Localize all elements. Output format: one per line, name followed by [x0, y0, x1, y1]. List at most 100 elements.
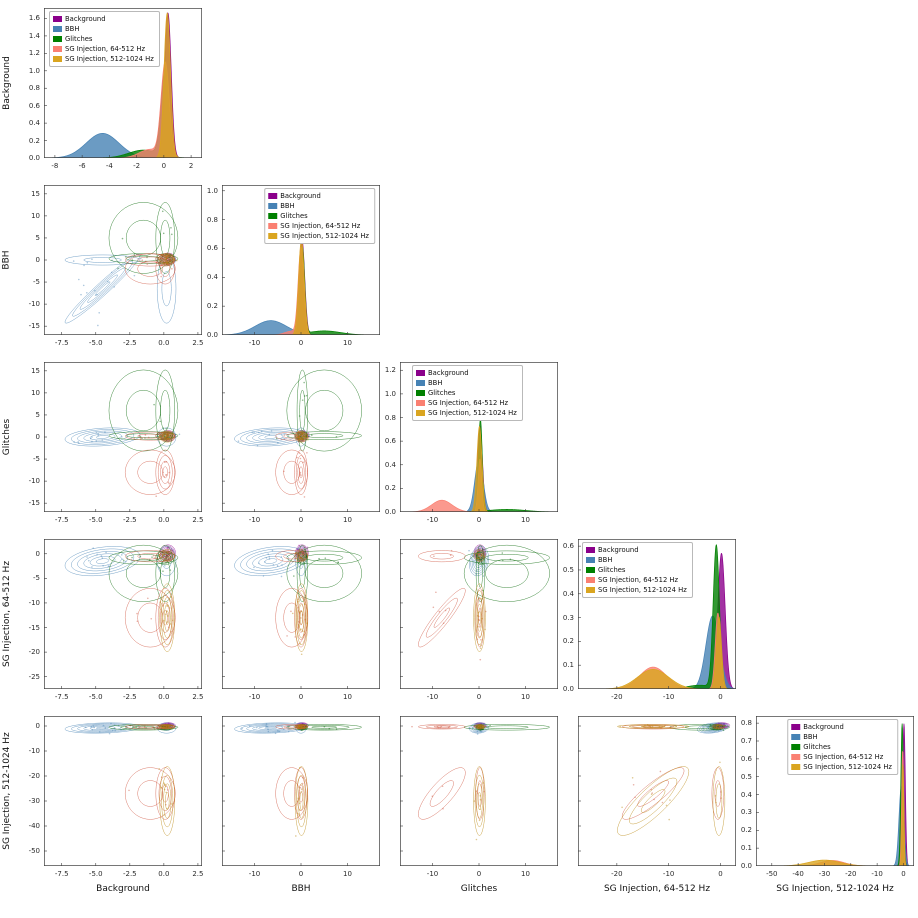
x-axis-title: Glitches	[460, 884, 498, 894]
x-tick-label: -5.0	[88, 870, 103, 878]
legend-swatch-icon	[791, 734, 801, 740]
x-tick-label: 2	[188, 162, 194, 170]
y-tick-label: 0.6	[28, 101, 40, 110]
y-tick-label: 0.5	[740, 772, 752, 781]
legend-item: Background	[53, 14, 154, 24]
legend: Background BBH Glitches SG Injection, 64-51…	[412, 365, 523, 421]
legend-swatch-icon	[53, 16, 62, 22]
y-tick-label: -5	[33, 278, 40, 287]
y-tick-label: -15	[28, 623, 40, 632]
x-tick-label: -2.5	[122, 339, 137, 347]
legend-label: Background	[803, 723, 844, 731]
plot-cell-r4c1	[222, 716, 380, 866]
y-tick-label: 0.2	[384, 484, 396, 493]
legend-item: SG Injection, 64-512 Hz	[53, 44, 154, 54]
legend-item: SG Injection, 512-1024 Hz	[53, 54, 154, 64]
legend-item: Background	[586, 545, 687, 555]
x-tick-label: 0	[161, 162, 167, 170]
legend: Background BBH Glitches SG Injection, 64-51…	[49, 11, 160, 67]
x-tick-label: -10	[871, 870, 883, 878]
x-tick-label: 10	[521, 693, 530, 701]
legend-swatch-icon	[268, 213, 278, 219]
legend-label: SG Injection, 64-512 Hz	[598, 576, 679, 584]
y-tick-label: 0.6	[562, 542, 574, 551]
legend-label: SG Injection, 512-1024 Hz	[65, 55, 154, 63]
legend-swatch-icon	[791, 754, 801, 760]
legend-swatch-icon	[268, 203, 278, 209]
y-tick-label: -20	[28, 772, 40, 780]
plot-cell-r2c1	[222, 362, 380, 512]
y-tick-label: -40	[28, 822, 40, 830]
legend-item: Glitches	[416, 388, 517, 398]
legend-swatch-icon	[586, 577, 595, 583]
plot-cell-r3c2	[400, 539, 558, 689]
y-axis-title-text: Glitches	[2, 418, 13, 456]
y-tick-label: 1.4	[28, 31, 40, 40]
y-axis-title-text: SG Injection, 64-512 Hz	[2, 560, 12, 668]
y-tick-label: 0	[35, 433, 40, 441]
y-tick-label: -5	[33, 455, 40, 464]
legend-item: Background	[791, 722, 892, 732]
y-tick-label: -10	[28, 300, 40, 309]
legend-label: Background	[280, 192, 321, 200]
y-axis-title-text: Background	[2, 56, 13, 110]
x-tick-label: -10	[426, 693, 439, 701]
legend-swatch-icon	[53, 36, 62, 42]
y-axis-title-text: SG Injection, 512-1024 Hz	[2, 732, 13, 850]
y-tick-label: 0.0	[562, 685, 574, 693]
x-tick-label: -20	[845, 870, 857, 878]
y-tick-label: -30	[28, 797, 40, 805]
x-tick-label: -10	[426, 516, 439, 524]
x-tick-label: -50	[766, 870, 778, 878]
y-tick-label: 0.7	[740, 737, 752, 745]
x-tick-label: -5.0	[88, 339, 103, 347]
y-tick-label: 0.2	[740, 826, 752, 835]
legend-swatch-icon	[268, 193, 278, 199]
y-tick-label: 15	[31, 366, 40, 375]
x-tick-label: 10	[521, 870, 530, 878]
y-axis-title-text: BBH	[2, 250, 12, 270]
x-tick-label: -40	[792, 870, 804, 878]
x-axis-title: Background	[96, 884, 150, 894]
y-tick-label: -10	[28, 747, 40, 755]
x-tick-label: -10	[248, 516, 261, 524]
legend-swatch-icon	[416, 410, 425, 416]
y-tick-label: 0.8	[384, 413, 396, 422]
y-tick-label: 0.1	[740, 844, 752, 853]
x-tick-label: -20	[611, 693, 623, 701]
x-tick-label: -6	[78, 162, 86, 170]
legend-swatch-icon	[791, 764, 801, 770]
legend-swatch-icon	[586, 587, 595, 593]
x-tick-label: 0.0	[158, 870, 170, 878]
y-tick-label: 15	[31, 189, 40, 198]
legend: Background BBH Glitches SG Injection, 64-51…	[264, 188, 375, 244]
legend: Background BBH Glitches SG Injection, 64-51…	[787, 719, 898, 775]
y-tick-label: -50	[28, 847, 40, 855]
y-tick-label: 0.8	[28, 84, 40, 93]
x-tick-label: 2.5	[192, 693, 204, 701]
y-tick-label: 1.2	[384, 366, 396, 375]
legend-label: Background	[598, 546, 639, 554]
plot-cell-r4c2	[400, 716, 558, 866]
x-tick-label: 0.0	[158, 693, 170, 701]
legend-swatch-icon	[586, 557, 595, 563]
legend: Background BBH Glitches SG Injection, 64-51…	[582, 542, 693, 598]
x-tick-label: 10	[343, 516, 352, 524]
x-tick-label: 0	[476, 693, 482, 701]
legend-label: Background	[428, 369, 469, 377]
x-tick-label: 0	[718, 693, 723, 701]
legend-item: SG Injection, 512-1024 Hz	[586, 585, 687, 595]
plot-cell-r3c1	[222, 539, 380, 689]
y-tick-label: 1.0	[384, 389, 396, 398]
y-tick-label: 5	[35, 410, 40, 419]
x-tick-label: -4	[105, 162, 113, 170]
legend-swatch-icon	[268, 223, 278, 229]
legend-item: Glitches	[586, 565, 687, 575]
legend-item: BBH	[586, 555, 687, 565]
legend-label: Glitches	[65, 35, 93, 43]
y-tick-label: -5	[33, 574, 40, 583]
y-tick-label: 1.2	[28, 49, 40, 58]
y-axis-title: SG Injection, 512-1024 Hz	[0, 716, 14, 866]
y-tick-label: 0.8	[740, 719, 752, 728]
